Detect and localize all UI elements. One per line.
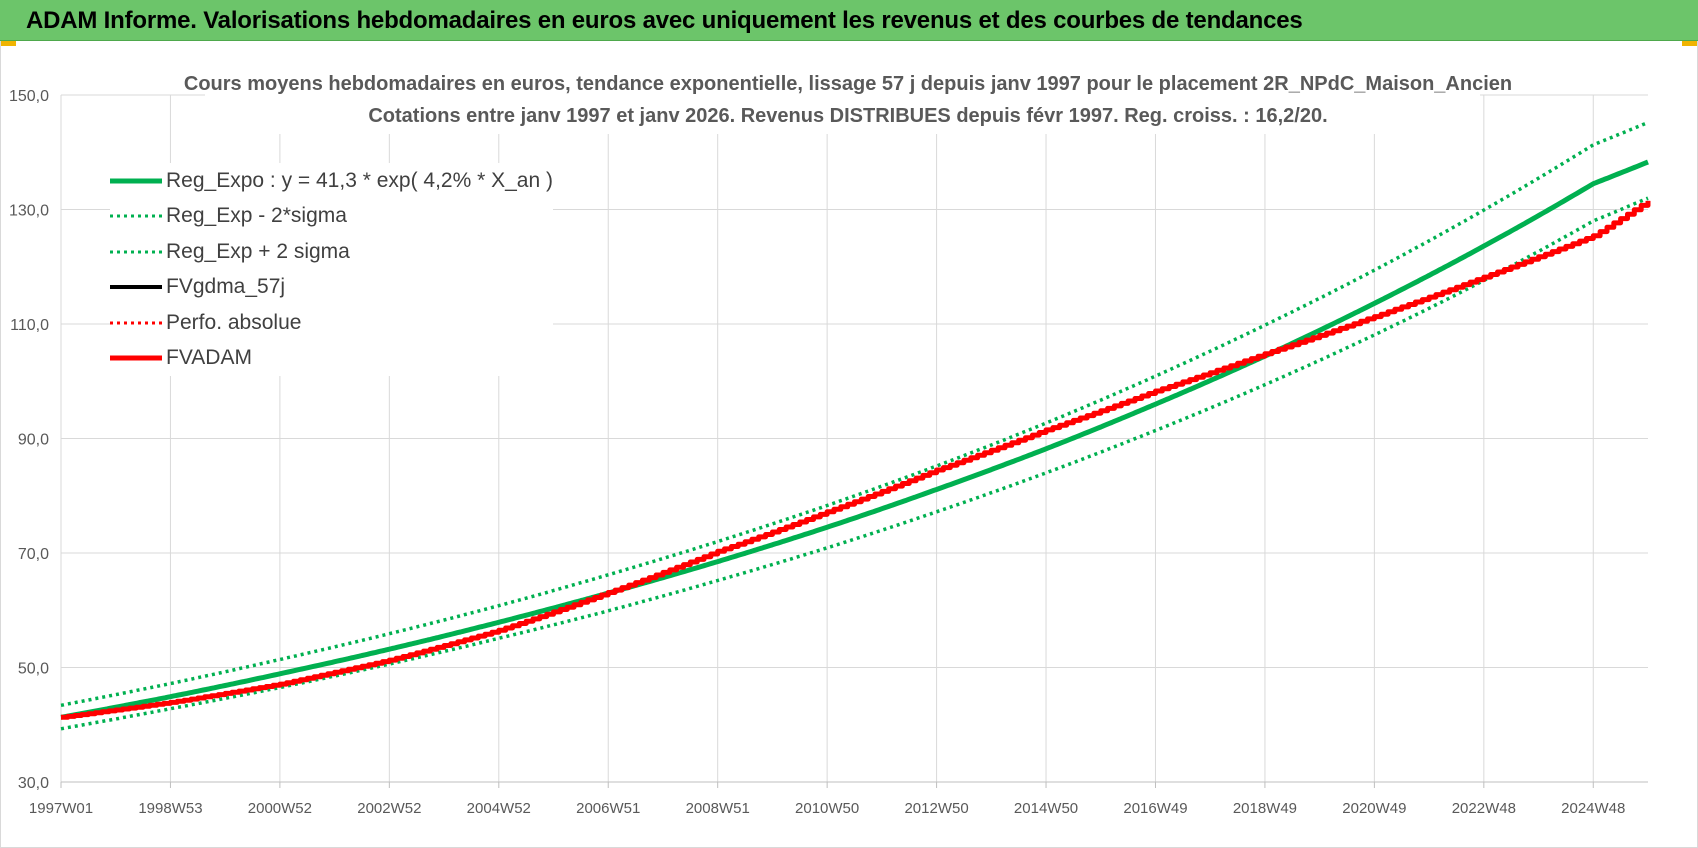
header-bar: ADAM Informe. Valorisations hebdomadaire… <box>0 0 1698 41</box>
x-tick-label: 2008W51 <box>686 800 750 817</box>
legend-item: Perfo. absolue <box>110 305 553 341</box>
legend-item: Reg_Expo : y = 41,3 * exp( 4,2% * X_an ) <box>110 163 553 199</box>
grid-lines <box>60 94 1648 783</box>
legend-swatch <box>110 178 162 184</box>
legend-swatch <box>110 355 162 361</box>
x-tick-label: 2004W52 <box>467 800 531 817</box>
chart-subtitle: Cotations entre janv 1997 et janv 2026. … <box>368 105 1327 127</box>
y-tick-label: 110,0 <box>10 317 49 334</box>
y-tick-label: 70,0 <box>18 546 49 563</box>
x-tick-label: 2000W52 <box>248 800 312 817</box>
y-axis-ticks: 30,0 50,0 70,0 90,0 110,0 130,0 150,0 <box>9 88 49 792</box>
legend-label: Perfo. absolue <box>166 310 302 334</box>
legend-item: FVgdma_57j <box>110 270 553 306</box>
x-tick-label: 2022W48 <box>1452 800 1516 817</box>
legend-label: Reg_Expo : y = 41,3 * exp( 4,2% * X_an ) <box>166 168 553 192</box>
corner-marker <box>0 41 16 46</box>
x-tick-label: 2016W49 <box>1123 800 1187 817</box>
y-tick-label: 90,0 <box>18 432 49 449</box>
chart-legend: Reg_Expo : y = 41,3 * exp( 4,2% * X_an )… <box>110 163 553 376</box>
legend-swatch <box>110 285 162 290</box>
x-axis-ticks: 1997W01 1998W53 2000W52 2002W52 2004W52 2006W… <box>29 781 1648 817</box>
legend-label: Reg_Exp - 2*sigma <box>166 204 347 228</box>
legend-item: Reg_Exp - 2*sigma <box>110 199 553 235</box>
series-line-5 <box>61 200 1651 720</box>
x-tick-label: 1997W01 <box>29 800 93 817</box>
x-tick-label: 2024W48 <box>1561 800 1625 817</box>
legend-swatch <box>110 214 162 218</box>
x-tick-label: 2018W49 <box>1233 800 1297 817</box>
legend-label: FVADAM <box>166 346 252 370</box>
series-line-0 <box>60 159 1649 720</box>
legend-label: Reg_Exp + 2 sigma <box>166 239 350 263</box>
legend-item: FVADAM <box>110 341 553 377</box>
page-title: ADAM Informe. Valorisations hebdomadaire… <box>26 7 1303 34</box>
y-tick-label: 30,0 <box>18 775 49 792</box>
legend-swatch <box>110 321 162 325</box>
x-tick-label: 2010W50 <box>795 800 859 817</box>
x-tick-label: 1998W53 <box>138 800 202 817</box>
legend-item: Reg_Exp + 2 sigma <box>110 234 553 270</box>
series-lines <box>60 120 1651 731</box>
y-tick-label: 150,0 <box>9 88 49 105</box>
y-tick-label: 130,0 <box>9 203 49 220</box>
x-tick-label: 2006W51 <box>576 800 640 817</box>
chart-title: Cours moyens hebdomadaires en euros, ten… <box>184 73 1512 95</box>
x-tick-label: 2014W50 <box>1014 800 1078 817</box>
x-tick-label: 2002W52 <box>357 800 421 817</box>
legend-swatch <box>110 250 162 254</box>
x-tick-label: 2012W50 <box>904 800 968 817</box>
legend-label: FVgdma_57j <box>166 275 286 299</box>
x-tick-label: 2020W49 <box>1342 800 1406 817</box>
chart-title-bg <box>205 66 1480 134</box>
y-tick-label: 50,0 <box>18 661 49 678</box>
series-line-2 <box>60 120 1649 708</box>
corner-marker <box>1682 41 1698 46</box>
